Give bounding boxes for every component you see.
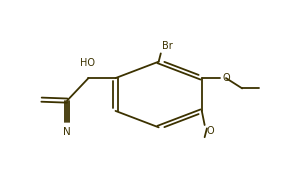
- Text: O: O: [223, 73, 230, 83]
- Text: HO: HO: [80, 58, 95, 68]
- Text: O: O: [206, 125, 214, 136]
- Text: N: N: [63, 127, 71, 137]
- Text: Br: Br: [162, 41, 173, 51]
